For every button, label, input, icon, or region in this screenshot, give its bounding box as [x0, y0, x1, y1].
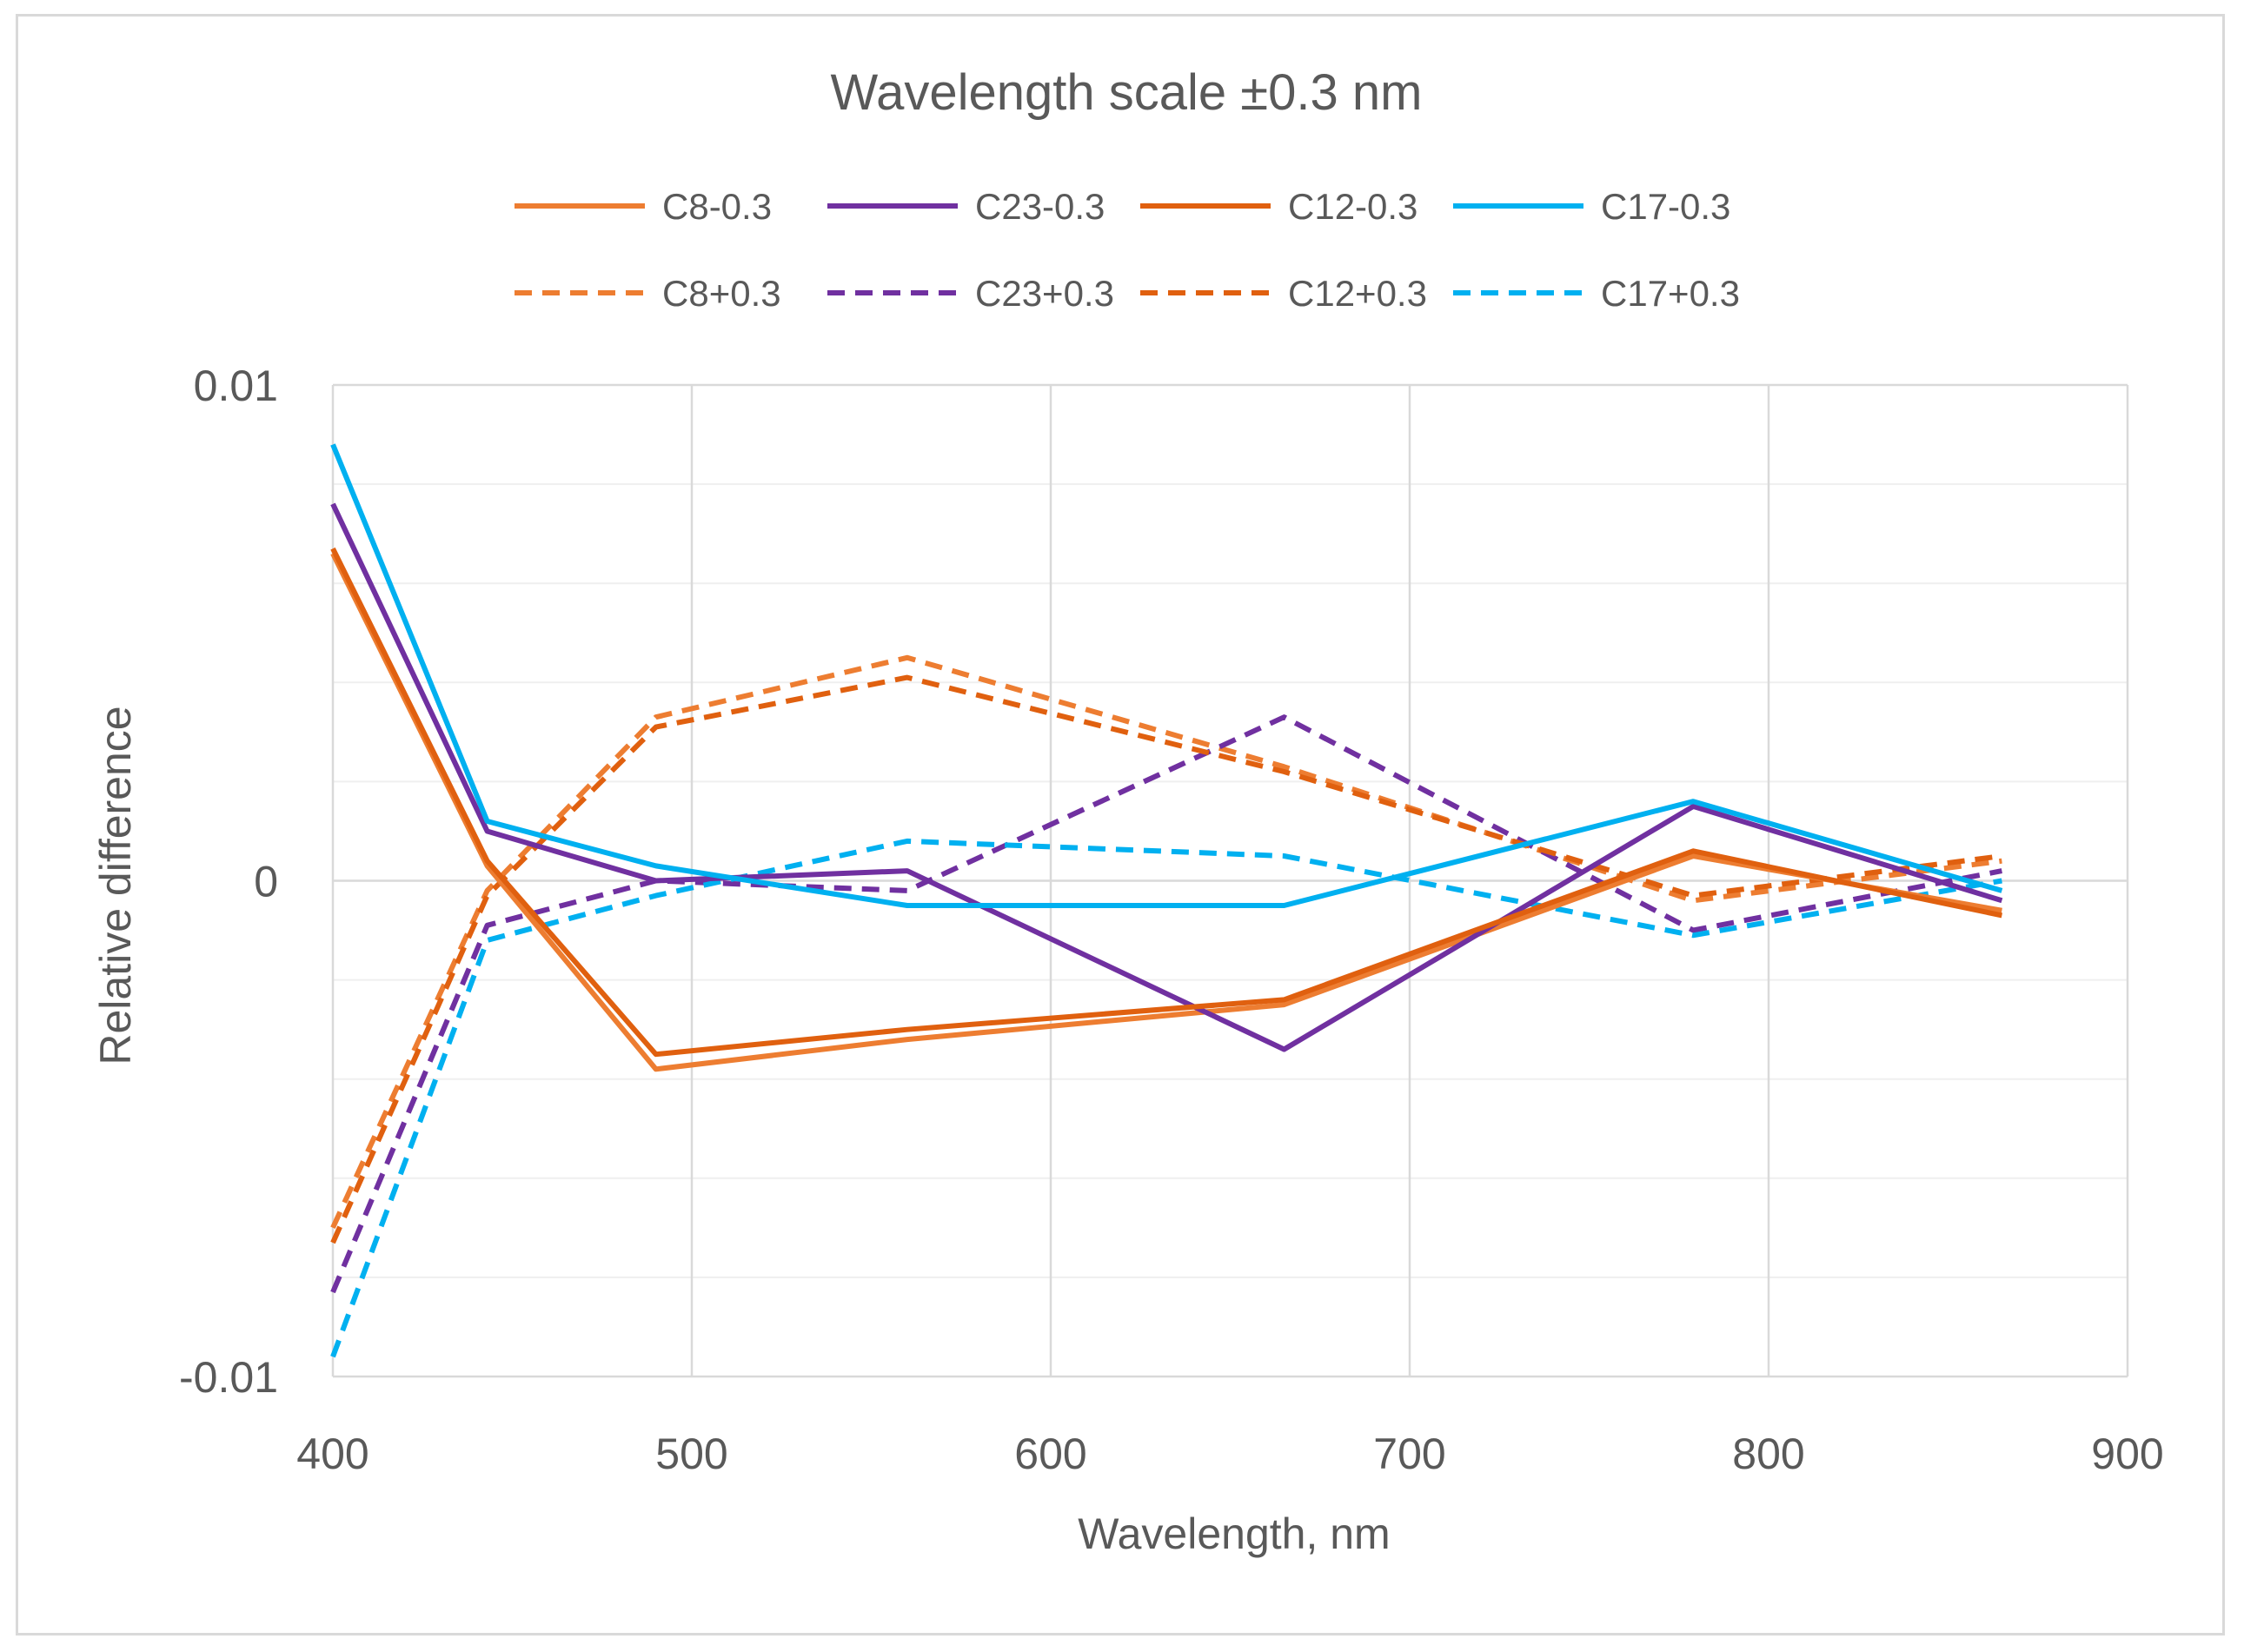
legend-item: C17-0.3 — [1453, 186, 1730, 227]
legend-item: C8-0.3 — [515, 186, 772, 227]
series-line-C17-0.3 — [330, 443, 2003, 908]
legend-item: C8+0.3 — [515, 273, 781, 314]
y-tick-labels: -0.01 0 0.01 — [179, 362, 278, 1402]
gridlines — [331, 383, 2129, 1378]
series-line-C8+0.3 — [330, 654, 2002, 1230]
series-line-C23-0.3 — [330, 502, 2003, 1052]
x-tick-label: 600 — [1014, 1430, 1086, 1478]
legend-item: C23+0.3 — [827, 273, 1114, 314]
x-tick-labels: 400 500 600 700 800 900 — [296, 1430, 2163, 1478]
legend-label: C12+0.3 — [1288, 273, 1427, 314]
legend-label: C8+0.3 — [662, 273, 781, 314]
y-tick-label: 0.01 — [194, 362, 278, 410]
x-tick-label: 500 — [655, 1430, 727, 1478]
x-tick-label: 400 — [296, 1430, 368, 1478]
series-line-C12+0.3 — [330, 674, 2002, 1244]
series-line-C12-0.3 — [330, 547, 2003, 1058]
legend-item: C12+0.3 — [1140, 273, 1427, 314]
series-line-C23+0.3 — [330, 714, 2002, 1294]
legend-item: C23-0.3 — [827, 186, 1105, 227]
legend-item: C12-0.3 — [1140, 186, 1417, 227]
legend-label: C17+0.3 — [1601, 273, 1740, 314]
series-line-C8-0.3 — [330, 552, 2002, 1072]
y-tick-label: 0 — [254, 858, 278, 906]
series-layer — [330, 443, 2003, 1358]
y-tick-label: -0.01 — [179, 1353, 278, 1402]
legend-item: C17+0.3 — [1453, 273, 1740, 314]
legend-label: C23-0.3 — [975, 186, 1105, 227]
x-tick-label: 700 — [1373, 1430, 1445, 1478]
chart-title: Wavelength scale ±0.3 nm — [831, 64, 1423, 121]
series-line-C17+0.3 — [330, 838, 2002, 1358]
x-axis-label: Wavelength, nm — [1078, 1509, 1390, 1558]
legend-label: C17-0.3 — [1601, 186, 1730, 227]
y-axis-label: Relative difference — [91, 706, 140, 1065]
legend: C8-0.3 C23-0.3 C12-0.3 C17-0.3 C8+0.3 C23+0.3… — [515, 186, 1740, 314]
x-tick-label: 900 — [2091, 1430, 2163, 1478]
legend-label: C12-0.3 — [1288, 186, 1417, 227]
x-tick-label: 800 — [1732, 1430, 1804, 1478]
chart-frame — [16, 14, 2225, 1635]
legend-label: C8-0.3 — [662, 186, 772, 227]
legend-label: C23+0.3 — [975, 273, 1114, 314]
